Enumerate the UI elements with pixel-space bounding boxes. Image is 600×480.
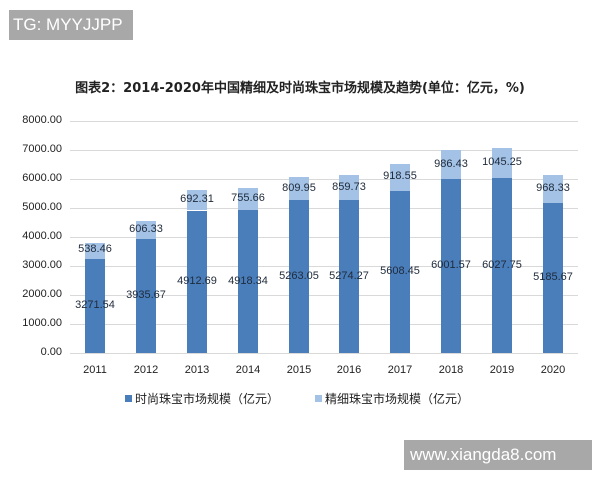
gridline bbox=[70, 324, 578, 325]
bar-fashion-2011 bbox=[85, 258, 105, 353]
legend-swatch-fashion-icon bbox=[125, 395, 132, 402]
data-label-fine: 986.43 bbox=[434, 158, 468, 170]
watermark-tag-bottom: www.xiangda8.com bbox=[404, 440, 592, 470]
y-axis-tick-label: 1000.00 bbox=[22, 317, 62, 329]
bar-fashion-2015 bbox=[289, 200, 309, 353]
bar-fashion-2012 bbox=[136, 239, 156, 353]
x-axis-tick-label: 2019 bbox=[489, 364, 515, 376]
data-label-fine: 918.55 bbox=[383, 170, 417, 182]
legend-label-fashion: 时尚珠宝市场规模（亿元） bbox=[135, 392, 280, 406]
data-label-fashion: 5608.45 bbox=[380, 265, 420, 277]
data-label-fashion: 3271.54 bbox=[75, 299, 115, 311]
bar-fashion-2014 bbox=[238, 210, 258, 353]
gridline bbox=[70, 208, 578, 209]
x-axis-tick-label: 2013 bbox=[184, 364, 210, 376]
bar-fine-2016 bbox=[339, 175, 359, 200]
x-axis-tick-label: 2016 bbox=[336, 364, 362, 376]
bar-fashion-2018 bbox=[441, 179, 461, 353]
legend-label-fine: 精细珠宝市场规模（亿元） bbox=[325, 392, 470, 406]
data-label-fashion: 4918.34 bbox=[228, 275, 268, 287]
data-label-fine: 859.73 bbox=[332, 181, 366, 193]
bar-fine-2017 bbox=[390, 164, 410, 191]
x-axis-tick-label: 2015 bbox=[286, 364, 312, 376]
x-axis-tick-label: 2017 bbox=[387, 364, 413, 376]
data-label-fine: 538.46 bbox=[78, 243, 112, 255]
data-label-fine: 692.31 bbox=[180, 193, 214, 205]
data-label-fashion: 5185.67 bbox=[533, 271, 573, 283]
x-axis-tick-label: 2020 bbox=[540, 364, 566, 376]
data-label-fine: 755.66 bbox=[231, 192, 265, 204]
gridline bbox=[70, 121, 578, 122]
y-axis-tick-label: 0.00 bbox=[40, 346, 62, 358]
data-label-fashion: 5263.05 bbox=[279, 270, 319, 282]
bar-fine-2015 bbox=[289, 177, 309, 200]
gridline bbox=[70, 353, 578, 354]
gridline bbox=[70, 295, 578, 296]
bar-fashion-2020 bbox=[543, 203, 563, 353]
bar-fashion-2016 bbox=[339, 200, 359, 353]
watermark-tag-top: TG: MYYJJPP bbox=[9, 10, 133, 40]
bar-fashion-2019 bbox=[492, 178, 512, 353]
legend-swatch-fine-icon bbox=[315, 395, 322, 402]
data-label-fine: 606.33 bbox=[129, 223, 163, 235]
x-axis-tick-label: 2014 bbox=[235, 364, 261, 376]
y-axis-tick-label: 6000.00 bbox=[22, 172, 62, 184]
data-label-fine: 968.33 bbox=[536, 182, 570, 194]
data-label-fine: 809.95 bbox=[282, 182, 316, 194]
y-axis-tick-label: 3000.00 bbox=[22, 259, 62, 271]
bar-fashion-2013 bbox=[187, 211, 207, 353]
legend-item-fine: 精细珠宝市场规模（亿元） bbox=[315, 390, 469, 407]
chart-title: 图表2：2014-2020年中国精细及时尚珠宝市场规模及趋势(单位：亿元，%) bbox=[75, 81, 525, 96]
y-axis-tick-label: 8000.00 bbox=[22, 114, 62, 126]
data-label-fine: 1045.25 bbox=[482, 156, 522, 168]
x-axis-tick-label: 2011 bbox=[83, 364, 107, 376]
bar-fine-2012 bbox=[136, 221, 156, 239]
bar-fine-2014 bbox=[238, 188, 258, 210]
bar-fine-2019 bbox=[492, 148, 512, 178]
x-axis-tick-label: 2012 bbox=[133, 364, 159, 376]
bar-fine-2020 bbox=[543, 175, 563, 203]
y-axis-tick-label: 4000.00 bbox=[22, 230, 62, 242]
gridline bbox=[70, 266, 578, 267]
data-label-fashion: 6027.75 bbox=[482, 259, 522, 271]
x-axis-tick-label: 2018 bbox=[438, 364, 464, 376]
legend-item-fashion: 时尚珠宝市场规模（亿元） bbox=[125, 390, 279, 407]
y-axis-tick-label: 5000.00 bbox=[22, 201, 62, 213]
y-axis-tick-label: 7000.00 bbox=[22, 143, 62, 155]
bar-fine-2013 bbox=[187, 190, 207, 210]
gridline bbox=[70, 150, 578, 151]
data-label-fashion: 6001.57 bbox=[431, 259, 471, 271]
data-label-fashion: 5274.27 bbox=[329, 270, 369, 282]
data-label-fashion: 4912.69 bbox=[177, 275, 217, 287]
bar-fine-2018 bbox=[441, 150, 461, 179]
gridline bbox=[70, 179, 578, 180]
bar-fine-2011 bbox=[85, 243, 105, 259]
gridline bbox=[70, 237, 578, 238]
y-axis-tick-label: 2000.00 bbox=[22, 288, 62, 300]
data-label-fashion: 3935.67 bbox=[126, 289, 166, 301]
bar-fashion-2017 bbox=[390, 190, 410, 353]
